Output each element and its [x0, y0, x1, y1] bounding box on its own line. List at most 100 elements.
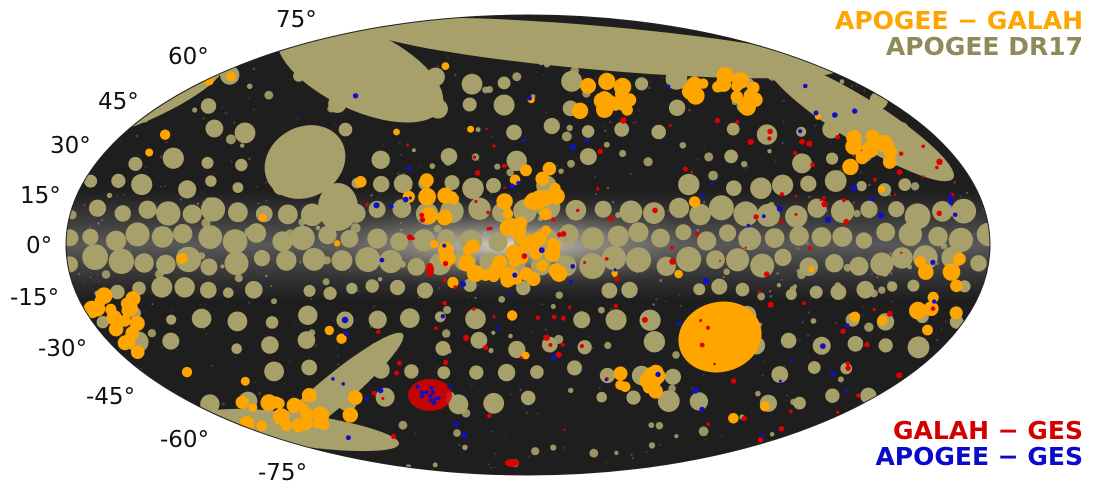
apogee-dr17-field: [554, 334, 564, 344]
apogee-dr17-field: [432, 462, 438, 468]
apogee-galah-field: [505, 244, 523, 261]
apogee-dr17-field: [550, 444, 557, 451]
apogee-galah-field: [507, 310, 518, 321]
apogee-dr17-field: [491, 330, 496, 335]
apogee-galah-field: [593, 92, 611, 110]
background-star: [400, 222, 402, 224]
apogee-dr17-field: [66, 256, 78, 273]
apogee-galah-field: [648, 384, 663, 399]
galah-ges-point: [930, 306, 936, 311]
background-star: [631, 456, 634, 460]
galah-ges-point: [794, 195, 798, 198]
apogee-dr17-field: [368, 200, 386, 218]
apogee-dr17-field: [643, 202, 665, 225]
background-star: [630, 174, 633, 178]
apogee-dr17-field: [234, 122, 256, 144]
background-star: [176, 349, 178, 351]
apogee-dr17-field: [543, 61, 551, 68]
apogee-dr17-field: [878, 286, 886, 294]
background-star: [731, 300, 734, 302]
apogee-dr17-field: [614, 450, 619, 455]
apogee-dr17-field: [826, 152, 839, 165]
background-star: [973, 233, 976, 236]
apogee-dr17-field: [261, 336, 279, 354]
background-star: [584, 335, 586, 338]
apogee-dr17-field: [726, 248, 750, 272]
apogee-dr17-field: [566, 124, 573, 132]
galah-ges-point: [735, 120, 740, 125]
galah-ges-point: [472, 155, 477, 160]
apogee-dr17-field: [565, 199, 587, 221]
apogee-dr17-field: [377, 277, 383, 282]
apogee-ges-point: [761, 214, 766, 219]
apogee-dr17-field: [453, 429, 461, 437]
apogee-dr17-field: [134, 253, 154, 273]
apogee-dr17-field: [125, 222, 150, 247]
galah-ges-point: [767, 128, 773, 135]
apogee-dr17-field: [368, 310, 387, 329]
galah-ges-point: [485, 127, 488, 131]
background-star: [504, 436, 507, 439]
apogee-dr17-field: [531, 447, 540, 456]
apogee-ges-point: [436, 396, 441, 400]
background-star: [784, 279, 786, 281]
background-star: [598, 248, 601, 252]
apogee-dr17-field: [461, 408, 471, 418]
apogee-ges-point: [377, 387, 384, 394]
background-star: [247, 96, 251, 100]
background-star: [253, 354, 256, 356]
background-star: [400, 153, 403, 156]
background-star: [680, 426, 682, 428]
apogee-dr17-field: [860, 387, 877, 404]
galah-ges-point: [371, 390, 377, 396]
background-star: [202, 307, 205, 309]
lat-label-45: 45°: [98, 89, 139, 115]
galah-ges-point: [669, 245, 674, 250]
background-star: [629, 361, 631, 363]
apogee-dr17-field: [488, 347, 494, 354]
galah-ges-point: [845, 361, 850, 366]
apogee-dr17-field: [940, 242, 948, 250]
background-star: [313, 245, 315, 248]
galah-ges-point: [576, 208, 580, 213]
background-star: [905, 332, 907, 334]
apogee-galah-field: [521, 351, 530, 360]
background-star: [907, 367, 910, 370]
background-star: [591, 464, 593, 466]
background-star: [289, 360, 291, 363]
apogee-dr17-field: [771, 366, 789, 383]
apogee-dr17-field: [664, 368, 682, 385]
apogee-galah-field: [598, 72, 616, 90]
background-star: [589, 402, 592, 404]
apogee-dr17-field: [639, 309, 661, 331]
background-star: [396, 172, 400, 176]
legend-apogee-galah: APOGEE − GALAH: [834, 6, 1083, 35]
apogee-galah-field: [430, 240, 439, 249]
apogee-galah-field: [546, 238, 560, 251]
apogee-dr17-field: [605, 309, 627, 331]
background-star: [637, 170, 638, 171]
galah-ges-point: [583, 261, 587, 264]
background-star: [242, 157, 245, 159]
apogee-dr17-field: [426, 67, 445, 87]
galah-ges-point: [757, 437, 764, 443]
apogee-galah-field: [539, 208, 552, 221]
background-star: [410, 424, 413, 427]
apogee-dr17-field: [417, 282, 433, 299]
galah-ges-point: [442, 278, 447, 283]
background-star: [702, 373, 705, 376]
background-star: [598, 386, 601, 389]
galah-ges-point: [567, 305, 572, 309]
apogee-dr17-field: [321, 178, 330, 188]
apogee-ges-point: [832, 112, 838, 118]
background-star: [231, 115, 233, 117]
background-star: [592, 347, 595, 350]
galah-ges-point: [767, 301, 774, 308]
background-star: [630, 453, 633, 457]
background-star: [199, 304, 201, 306]
background-star: [632, 121, 635, 125]
apogee-dr17-field: [604, 51, 615, 62]
apogee-galah-field: [458, 254, 475, 272]
background-star: [322, 245, 325, 248]
apogee-dr17-field: [469, 365, 484, 380]
